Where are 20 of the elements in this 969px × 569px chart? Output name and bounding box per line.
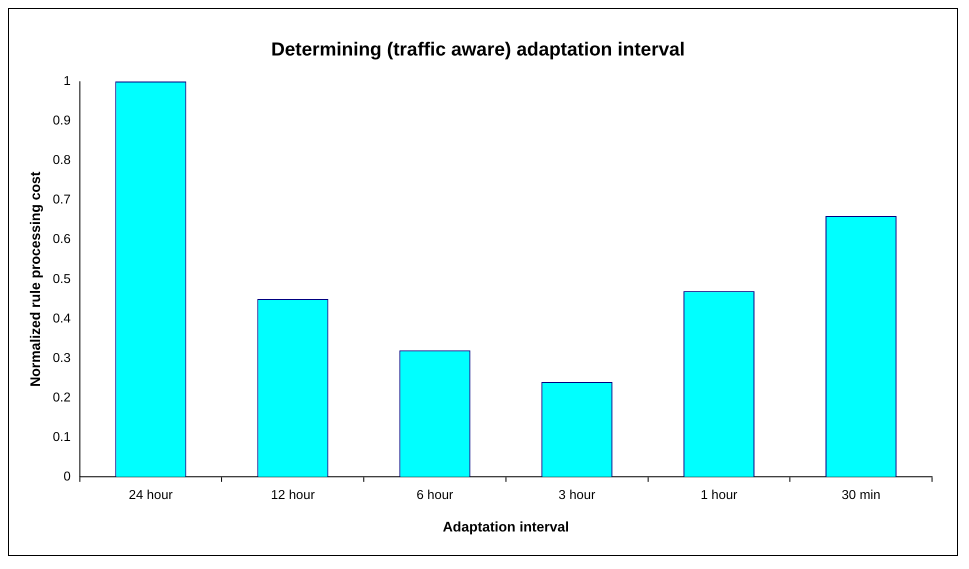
x-tick-label: 6 hour — [416, 487, 454, 502]
y-tick-label: 0.4 — [52, 310, 71, 326]
x-axis-title: Adaptation interval — [442, 518, 570, 535]
x-tick-label: 30 min — [842, 487, 880, 502]
y-tick-label: 0.5 — [52, 270, 71, 286]
x-tick-label: 12 hour — [270, 487, 316, 502]
x-tick-label: 1 hour — [700, 487, 738, 502]
y-tick-label: 0.8 — [52, 152, 71, 168]
y-tick-label: 0.3 — [52, 350, 71, 365]
x-tick-label: 3 hour — [558, 487, 596, 502]
y-tick-label: 0.7 — [52, 192, 71, 207]
y-tick-label: 0.9 — [52, 112, 71, 128]
x-tick-label: 24 hour — [128, 487, 174, 502]
y-tick-label: 0.6 — [52, 231, 71, 246]
y-tick-label: 1 — [64, 73, 71, 88]
y-axis-title: Normalized rule processing cost — [27, 171, 44, 387]
y-tick-label: 0 — [64, 468, 71, 484]
y-tick-label: 0.1 — [52, 428, 71, 444]
chart-title: Determining (traffic aware) adaptation interval — [271, 39, 685, 60]
y-tick-label: 0.2 — [52, 389, 71, 404]
